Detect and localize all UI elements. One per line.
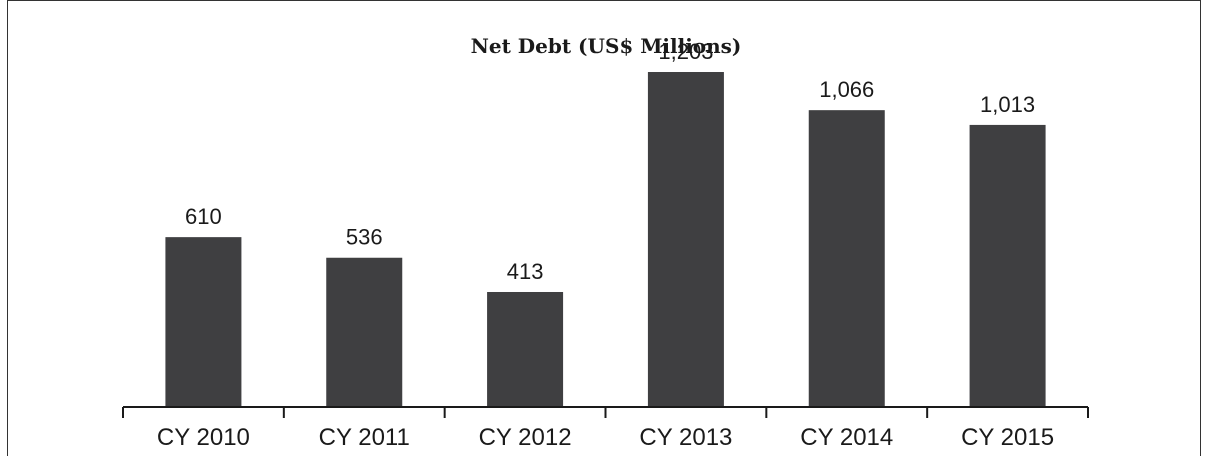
bar-cy-2011 (326, 257, 403, 407)
x-tick-label: CY 2015 (961, 424, 1054, 451)
x-tick-label: CY 2014 (800, 424, 893, 451)
bar-cy-2010 (165, 237, 242, 407)
x-tick-label: CY 2010 (157, 424, 250, 451)
chart-frame (7, 0, 1201, 456)
x-tick-label: CY 2011 (319, 424, 410, 451)
value-label: 1,013 (980, 92, 1035, 117)
bar-cy-2014 (808, 110, 885, 407)
value-label: 1,066 (819, 77, 874, 102)
value-labels-group: 610 536 413 1,203 1,066 1,013 (185, 39, 1035, 284)
bar-cy-2013 (647, 72, 724, 407)
chart-title: Net Debt (US$ Millions) (471, 34, 742, 58)
x-axis: CY 2010 CY 2011 CY 2012 CY 2013 CY 2014 CY 20… (122, 406, 1089, 451)
value-label: 536 (346, 225, 383, 250)
x-tick-label: CY 2013 (639, 424, 732, 451)
bar-cy-2015 (969, 124, 1046, 408)
x-tick-label: CY 2012 (479, 424, 572, 451)
value-label: 413 (507, 259, 544, 284)
value-label: 610 (185, 204, 222, 229)
bars-group (165, 72, 1046, 408)
value-label: 1,203 (658, 39, 713, 64)
bar-cy-2012 (487, 291, 564, 407)
